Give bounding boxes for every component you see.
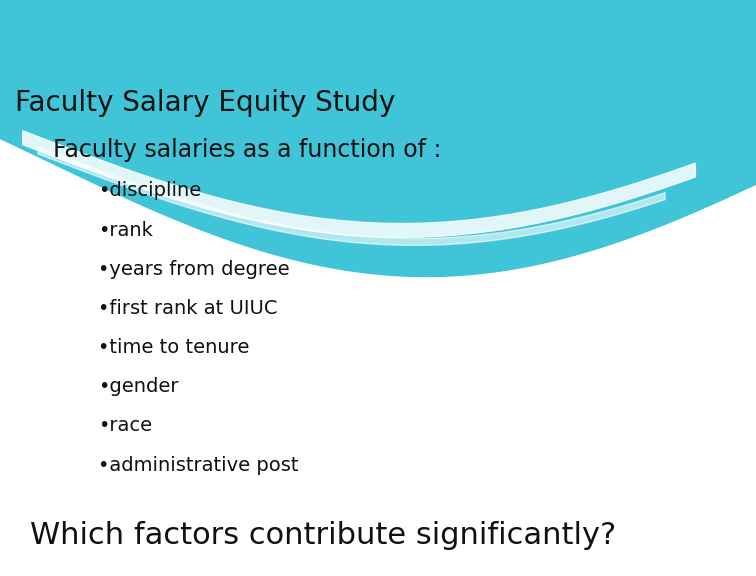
Text: •rank: •rank — [98, 221, 153, 240]
Text: •first rank at UIUC: •first rank at UIUC — [98, 299, 277, 318]
Text: Faculty salaries as a function of :: Faculty salaries as a function of : — [53, 138, 442, 162]
Text: •gender: •gender — [98, 377, 178, 396]
Polygon shape — [0, 0, 756, 230]
Text: •years from degree: •years from degree — [98, 260, 290, 279]
Text: •discipline: •discipline — [98, 181, 202, 200]
Text: •time to tenure: •time to tenure — [98, 338, 249, 357]
Text: •administrative post: •administrative post — [98, 456, 299, 475]
Text: •race: •race — [98, 416, 153, 435]
Polygon shape — [23, 131, 696, 237]
Polygon shape — [0, 0, 756, 276]
Text: Which factors contribute significantly?: Which factors contribute significantly? — [30, 521, 616, 550]
Text: Faculty Salary Equity Study: Faculty Salary Equity Study — [15, 89, 395, 118]
Polygon shape — [38, 147, 665, 245]
